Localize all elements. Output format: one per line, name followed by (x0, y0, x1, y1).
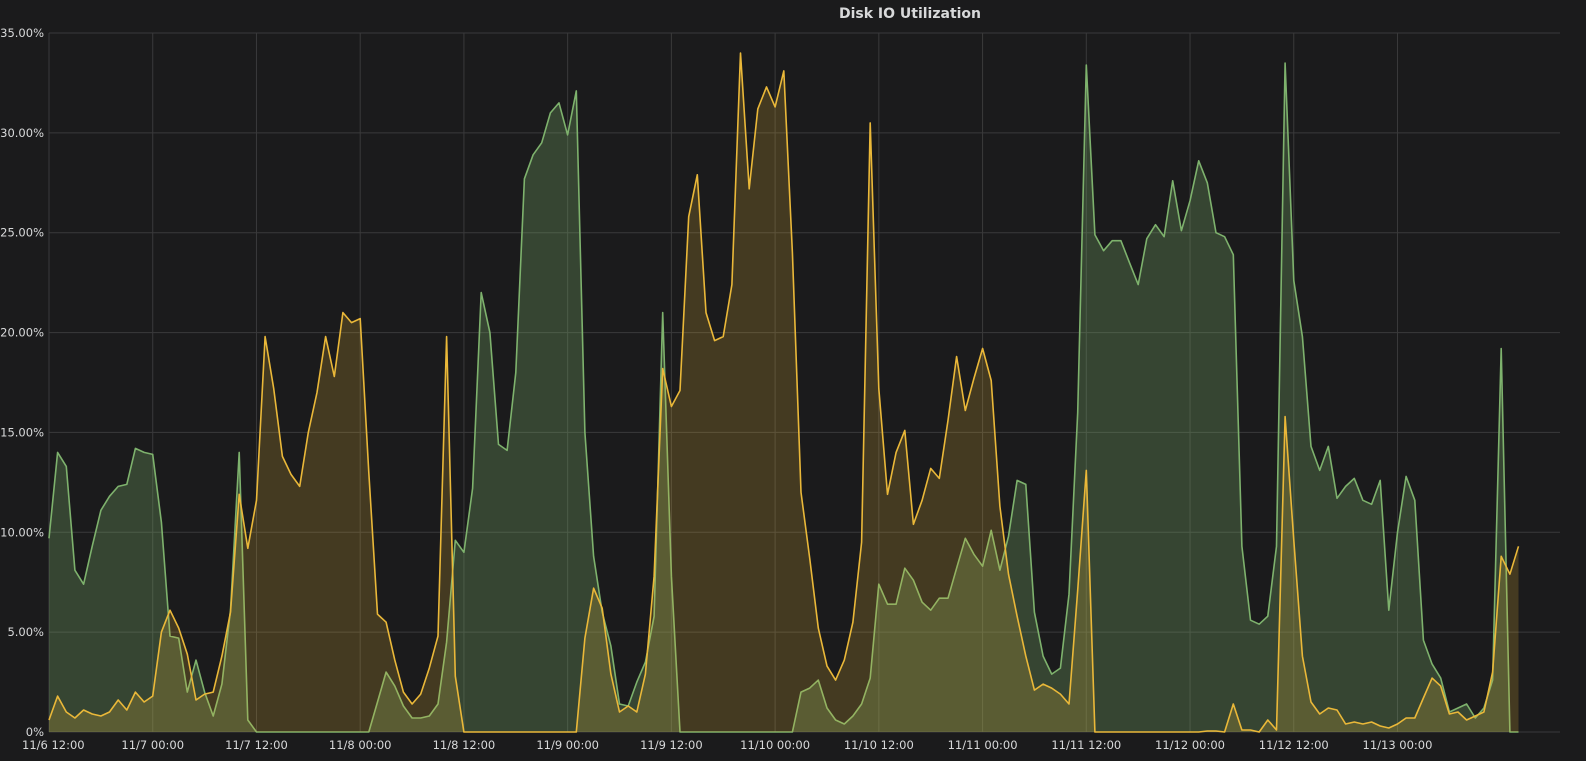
x-tick-label: 11/10 00:00 (740, 738, 810, 752)
y-tick-label: 25.00% (0, 226, 44, 240)
x-tick-label: 11/11 00:00 (948, 738, 1018, 752)
y-tick-label: 0% (26, 725, 44, 739)
x-tick-label: 11/9 00:00 (536, 738, 599, 752)
x-axis-ticks: 11/6 12:00 11/7 00:00 11/7 12:00 11/8 00:00… (22, 738, 1432, 752)
grid-lines (48, 32, 1560, 733)
x-tick-label: 11/7 00:00 (121, 738, 184, 752)
y-tick-label: 15.00% (0, 425, 44, 439)
y-tick-label: 35.00% (0, 26, 44, 40)
x-tick-label: 11/7 12:00 (225, 738, 288, 752)
x-tick-label: 11/9 12:00 (640, 738, 703, 752)
x-tick-label: 11/12 12:00 (1259, 738, 1329, 752)
y-axis-ticks: 0% 5.00% 10.00% 15.00% 20.00% 25.00% 30.00% 35.… (0, 26, 44, 739)
chart-title: Disk IO Utilization (839, 6, 981, 22)
x-tick-label: 11/8 00:00 (329, 738, 392, 752)
y-tick-label: 30.00% (0, 126, 44, 140)
series-1-line (48, 52, 1520, 733)
x-tick-label: 11/6 12:00 (22, 738, 85, 752)
y-tick-label: 10.00% (0, 525, 44, 539)
series-areas (48, 52, 1520, 733)
x-tick-label: 11/8 12:00 (433, 738, 496, 752)
series-0-area (49, 63, 1519, 732)
series-1-area (49, 53, 1519, 732)
series-0-line (48, 62, 1519, 733)
y-tick-label: 5.00% (7, 625, 44, 639)
y-tick-label: 20.00% (0, 326, 44, 340)
x-tick-label: 11/11 12:00 (1051, 738, 1121, 752)
x-tick-label: 11/10 12:00 (844, 738, 914, 752)
x-tick-label: 11/13 00:00 (1363, 738, 1433, 752)
x-tick-label: 11/12 00:00 (1155, 738, 1225, 752)
